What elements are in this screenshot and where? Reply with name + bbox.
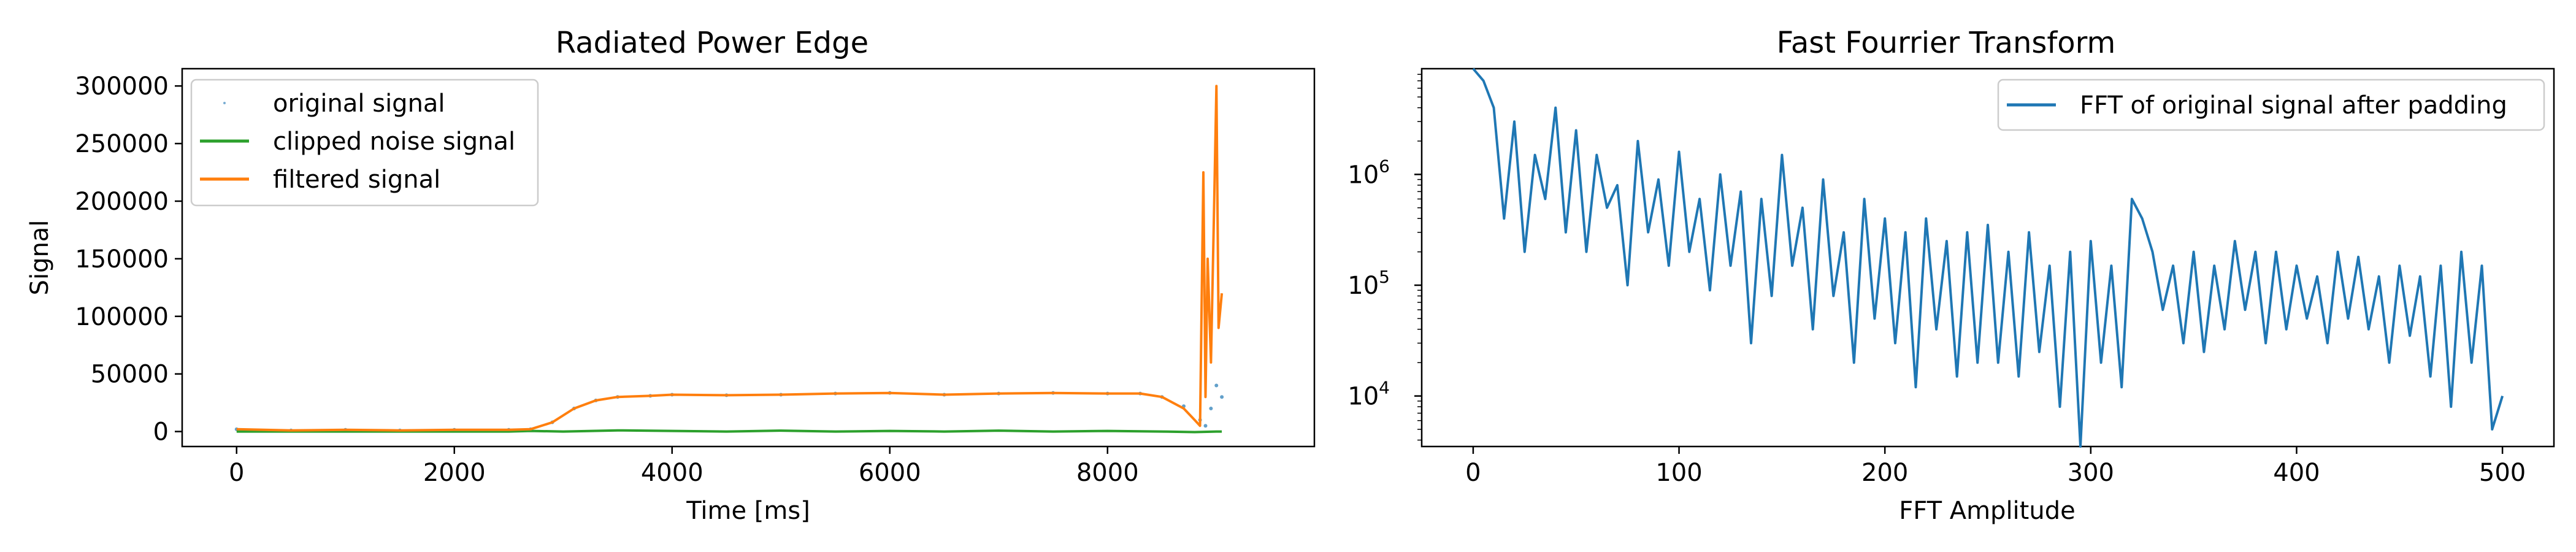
series-layer: [1472, 67, 2504, 448]
legend-marker-original: [223, 102, 226, 104]
y-axis-label: Signal: [26, 220, 54, 296]
legend-label-original: original signal: [273, 90, 445, 118]
chart-title: Radiated Power Edge: [556, 26, 868, 60]
y-tick-label: 300000: [75, 72, 169, 101]
x-tick-label: 8000: [1076, 459, 1139, 487]
x-tick-label: 0: [1465, 459, 1481, 487]
y-tick-label: 0: [153, 418, 169, 447]
legend: FFT of original signal after padding: [1997, 79, 2545, 131]
x-axis: 0 2000 4000 6000 8000: [229, 447, 1139, 487]
y-tick-label: 250000: [75, 130, 169, 158]
y-tick-label: 150000: [75, 245, 169, 274]
series-layer: [234, 85, 1224, 434]
data-point: [1209, 407, 1213, 411]
legend: original signal clipped noise signal fil…: [190, 79, 539, 207]
x-tick-label: 400: [2273, 459, 2320, 487]
x-tick-label: 2000: [423, 459, 486, 487]
chart-title: Fast Fourrier Transform: [1777, 26, 2116, 60]
data-point: [1220, 395, 1224, 399]
series-line-filtered-signal: [236, 85, 1224, 432]
x-tick-label: 6000: [859, 459, 921, 487]
series-line-fft-of-original-signal-after-padding: [1472, 67, 2504, 448]
x-axis-label: Time [ms]: [686, 497, 810, 525]
x-tick-label: 4000: [641, 459, 703, 487]
plot-frame: [1420, 67, 2555, 448]
x-axis-label: FFT Amplitude: [1899, 497, 2075, 525]
series-line-clipped-noise-signal: [236, 429, 1222, 434]
y-tick-label: 50000: [91, 361, 169, 389]
data-point: [1203, 424, 1208, 428]
x-axis: 0 100 200 300 400 500: [1465, 447, 2526, 487]
chart-radiated-power-edge: Radiated Power Edge 0 2000 4000 6000 8000 0 5…: [26, 26, 1316, 525]
y-tick-label: 200000: [75, 188, 169, 216]
plot-frame: [181, 67, 1316, 448]
x-tick-label: 300: [2068, 459, 2114, 487]
x-tick-label: 100: [1655, 459, 1702, 487]
legend-box: [190, 79, 539, 207]
x-tick-label: 500: [2479, 459, 2526, 487]
legend-label-clipped: clipped noise signal: [273, 128, 515, 156]
data-point: [1214, 383, 1219, 388]
chart-fast-fourier-transform: Fast Fourrier Transform 0 100 200 300 400 500…: [1347, 26, 2555, 525]
x-tick-label: 0: [229, 459, 244, 487]
y-tick-label: 100000: [75, 303, 169, 331]
x-tick-label: 200: [1861, 459, 1908, 487]
legend-label-filtered: filtered signal: [273, 166, 440, 194]
y-axis: 0 50000 100000 150000 200000 250000 300000: [75, 72, 182, 447]
legend-box: [1997, 79, 2545, 131]
legend-label-fft: FFT of original signal after padding: [2080, 91, 2507, 120]
